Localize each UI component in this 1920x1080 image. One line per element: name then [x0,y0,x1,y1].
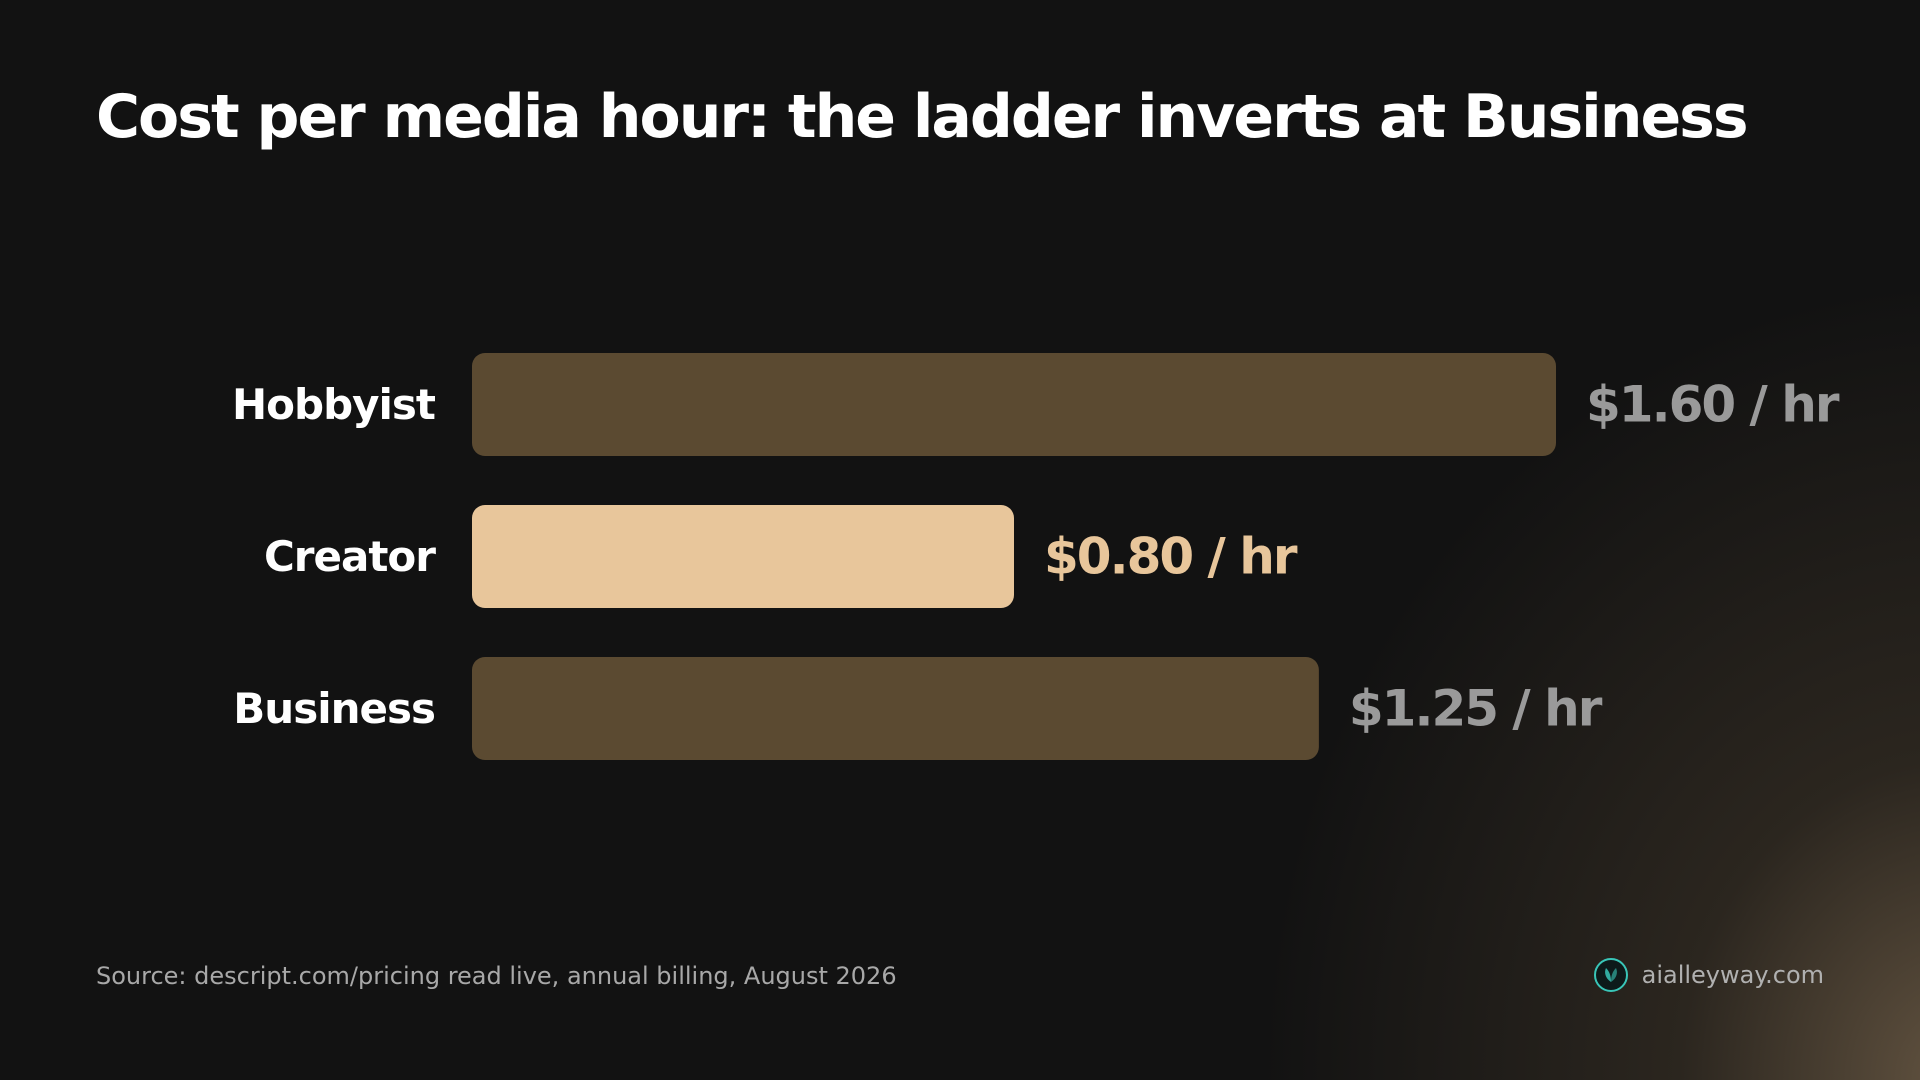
bar-creator [472,505,1014,608]
brand-name: aialleyway.com [1641,961,1824,989]
source-note: Source: descript.com/pricing read live, … [96,962,897,990]
bar-hobbyist [472,353,1556,456]
bar-business [472,657,1319,760]
leaf-logo-icon [1593,958,1628,992]
value-label-business: $1.25 / hr [1349,680,1603,738]
value-label-creator: $0.80 / hr [1044,528,1298,586]
category-label-business: Business [233,684,435,733]
category-label-hobbyist: Hobbyist [232,380,436,429]
chart-title: Cost per media hour: the ladder inverts … [96,82,1749,152]
value-label-hobbyist: $1.60 / hr [1586,376,1840,434]
category-label-creator: Creator [264,532,436,581]
brand[interactable]: aialleyway.com [1593,958,1824,992]
